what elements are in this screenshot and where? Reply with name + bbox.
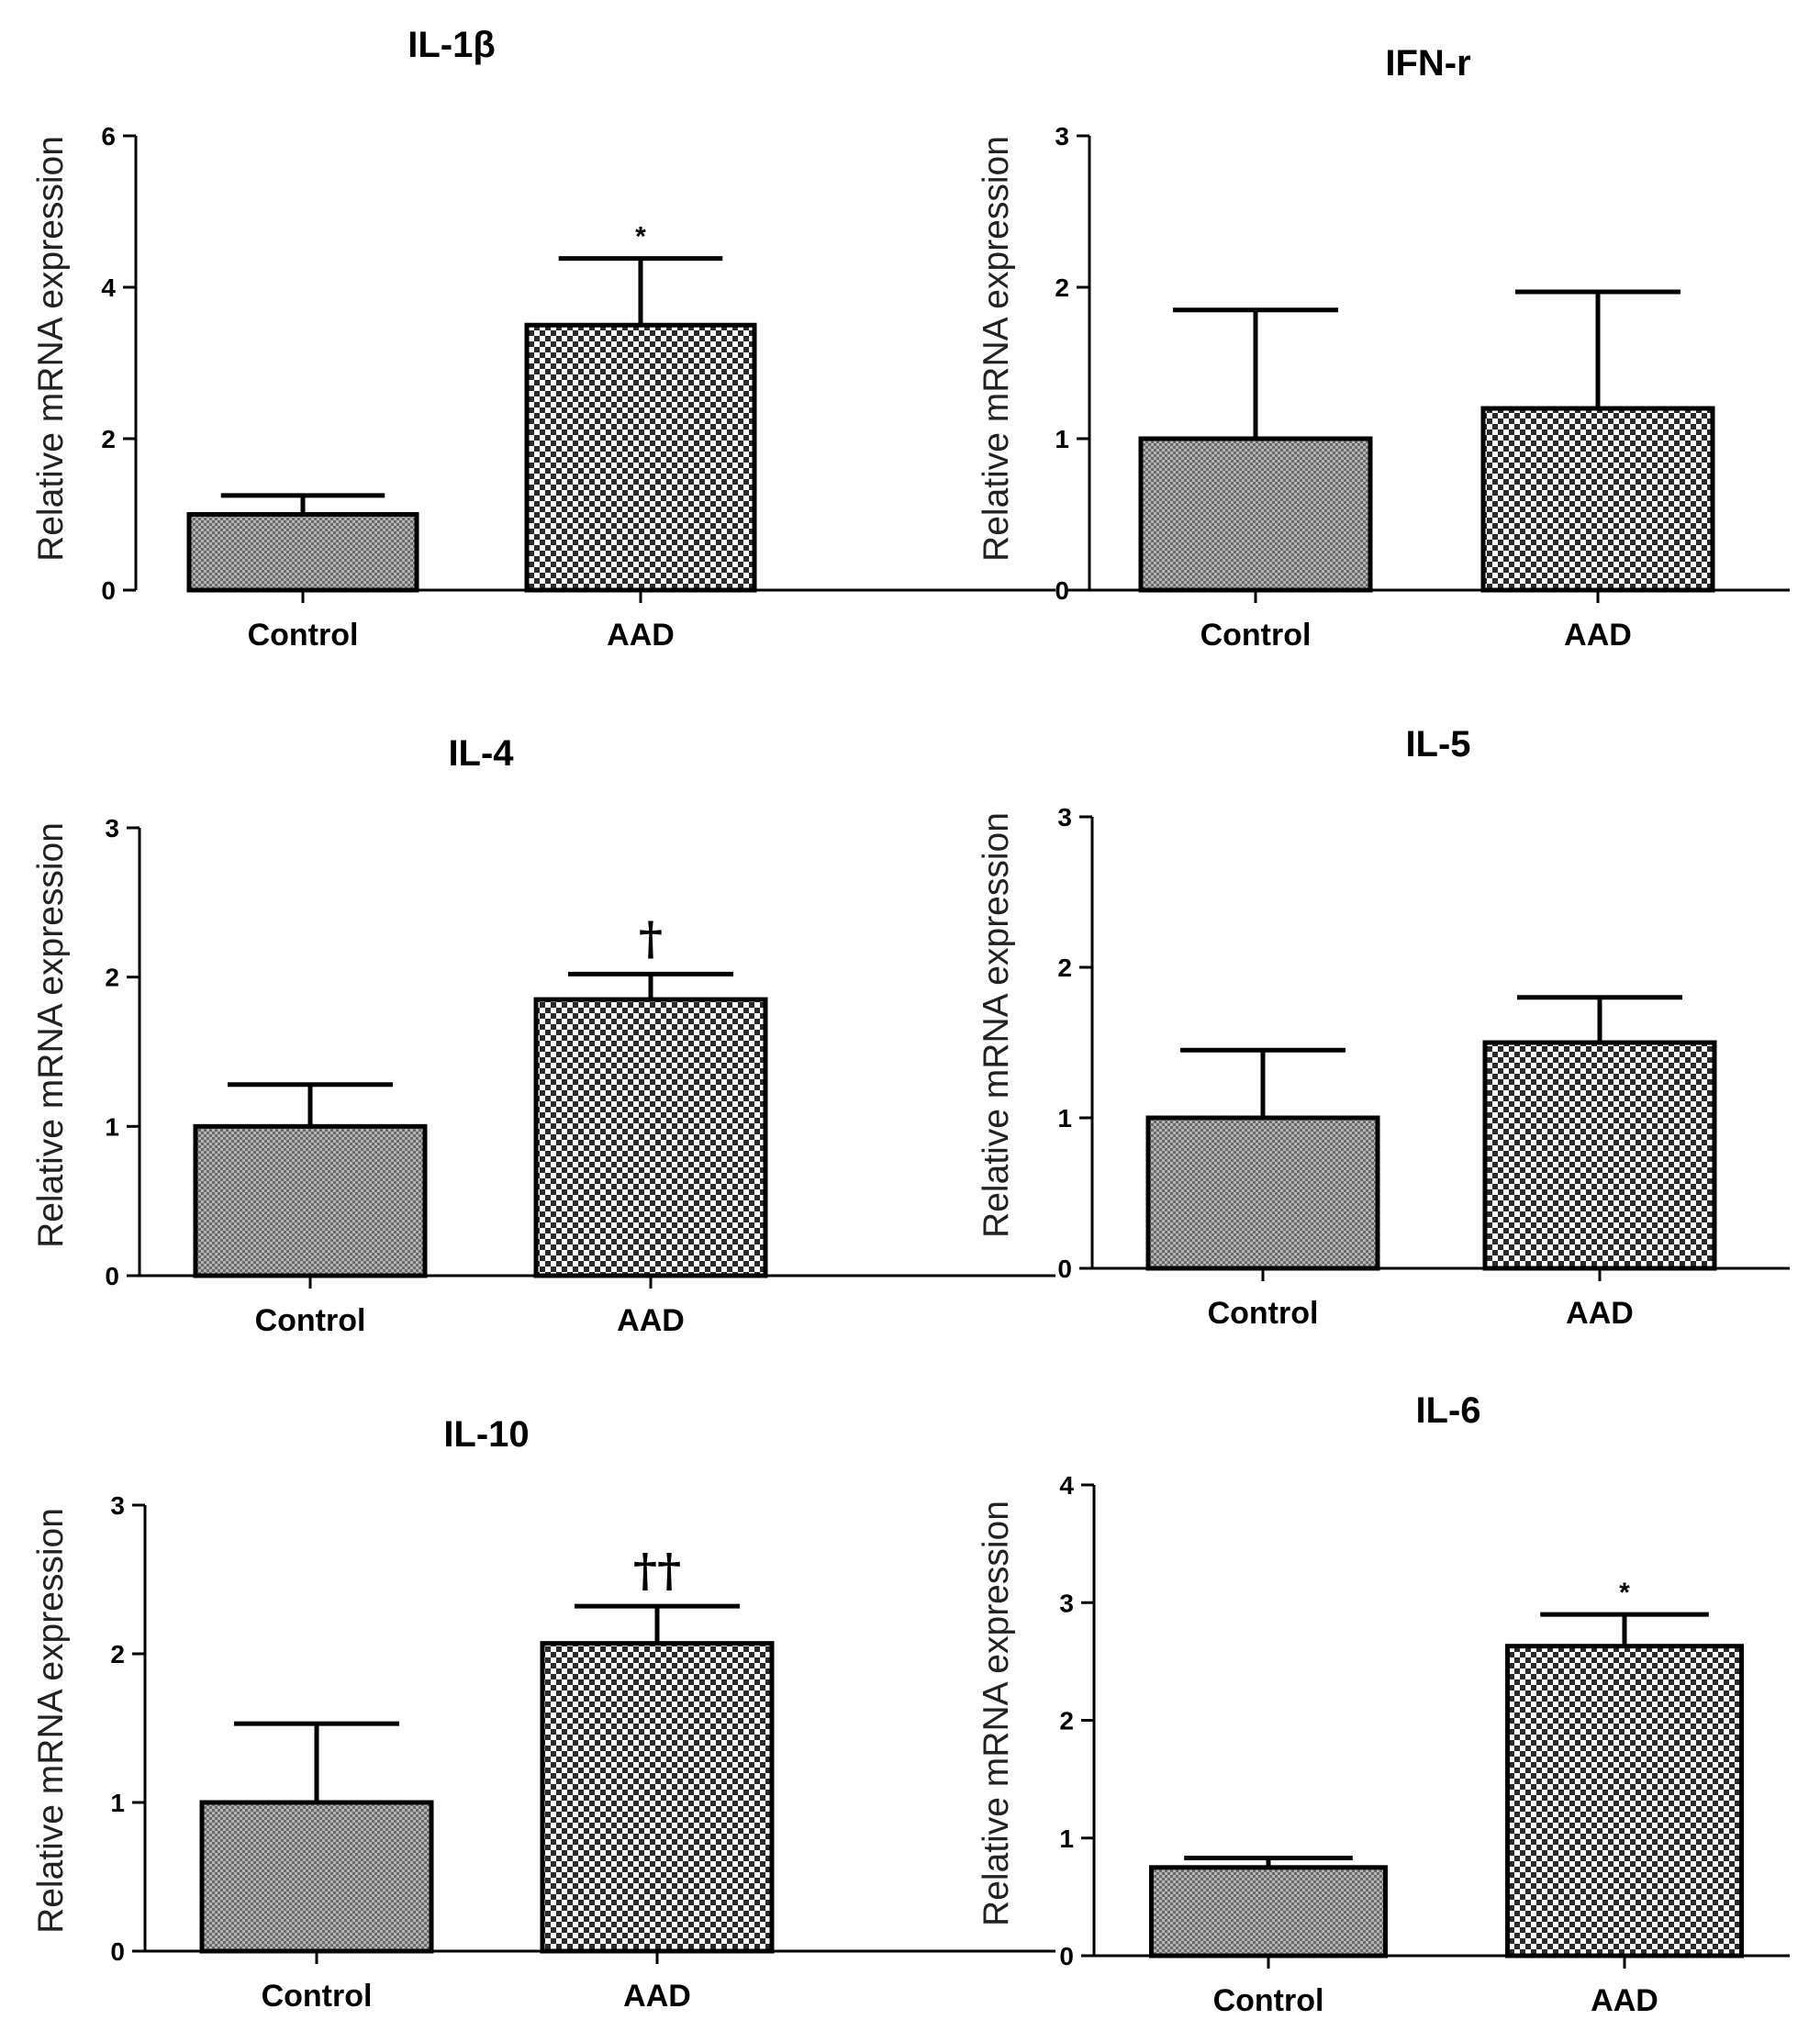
y-tick-label: 3: [105, 814, 119, 842]
category-label: AAD: [617, 1303, 685, 1338]
bar-control: [1149, 1865, 1388, 1958]
bar-aad: [524, 322, 757, 593]
y-tick-label: 1: [105, 1112, 119, 1141]
chart-panel: IL-5 Relative mRNA expression 0 1 2 3 Control A…: [977, 724, 1790, 1331]
chart-panel: IL-6 Relative mRNA expression 0 1 2 3 4 Control…: [977, 1390, 1790, 2018]
bar-control: [199, 1800, 434, 1954]
chart-panel: IL-1β Relative mRNA expression 0 2 4 6 Control…: [31, 25, 1055, 653]
category-label: Control: [255, 1303, 366, 1338]
category-label: Control: [1213, 1983, 1324, 2018]
category-label: AAD: [607, 618, 675, 653]
chart-title: IL-10: [443, 1414, 529, 1455]
y-tick-label: 6: [101, 122, 116, 151]
y-tick-label: 0: [110, 1937, 125, 1966]
bar-aad: [1482, 1040, 1717, 1271]
y-tick-label: 0: [1055, 576, 1069, 605]
category-label: AAD: [1564, 618, 1632, 653]
y-tick-label: 2: [110, 1640, 125, 1668]
bar-aad: [533, 997, 768, 1278]
bar-aad: [1505, 1644, 1744, 1958]
chart-title: IL-5: [1405, 724, 1470, 764]
chart-title: IL-1β: [408, 25, 496, 65]
y-tick-label: 2: [105, 964, 119, 992]
y-tick-label: 3: [1055, 122, 1069, 151]
y-axis-label: Relative mRNA expression: [31, 1508, 71, 1934]
significance-marker: †: [639, 910, 663, 965]
y-tick-label: 2: [1057, 954, 1072, 982]
chart-panel: IL-4 Relative mRNA expression 0 1 2 3 Control A…: [31, 733, 1055, 1338]
category-label: Control: [248, 618, 359, 653]
category-label: Control: [1200, 618, 1312, 653]
bar-control: [186, 512, 419, 593]
significance-marker: *: [635, 222, 646, 252]
y-tick-label: 4: [101, 273, 116, 302]
bar-control: [193, 1123, 428, 1278]
y-tick-label: 2: [1055, 273, 1069, 302]
y-axis-label: Relative mRNA expression: [31, 136, 71, 562]
category-label: Control: [262, 1979, 373, 2014]
significance-marker: *: [1619, 1578, 1630, 1608]
y-tick-label: 2: [101, 425, 116, 453]
y-tick-label: 1: [1055, 425, 1069, 453]
y-axis-label: Relative mRNA expression: [977, 136, 1016, 562]
y-tick-label: 1: [110, 1789, 125, 1817]
y-tick-label: 1: [1057, 1104, 1072, 1133]
y-tick-label: 1: [1059, 1824, 1074, 1853]
chart-title: IL-6: [1415, 1390, 1480, 1431]
y-axis-label: Relative mRNA expression: [977, 1501, 1016, 1926]
y-tick-label: 4: [1059, 1471, 1074, 1500]
y-tick-label: 0: [1057, 1255, 1072, 1283]
bar-aad: [1480, 406, 1715, 593]
bar-control: [1145, 1115, 1380, 1271]
y-tick-label: 3: [110, 1491, 125, 1520]
chart-title: IFN-r: [1385, 43, 1470, 84]
category-label: AAD: [1566, 1296, 1634, 1331]
y-tick-label: 3: [1059, 1589, 1074, 1617]
significance-marker: ††: [633, 1543, 681, 1597]
category-label: AAD: [1591, 1983, 1658, 2018]
bar-aad: [540, 1641, 775, 1954]
y-tick-label: 3: [1057, 803, 1072, 831]
chart-title: IL-4: [448, 733, 514, 774]
y-axis-label: Relative mRNA expression: [977, 812, 1016, 1238]
y-tick-label: 0: [1059, 1942, 1074, 1970]
category-label: Control: [1208, 1296, 1319, 1331]
category-label: AAD: [623, 1979, 691, 2014]
chart-panel: IFN-r Relative mRNA expression 0 1 2 3 Control…: [977, 43, 1790, 653]
chart-panel: IL-10 Relative mRNA expression 0 1 2 3 Control…: [31, 1414, 1055, 2014]
y-tick-label: 0: [101, 576, 116, 605]
y-tick-label: 2: [1059, 1707, 1074, 1735]
y-axis-label: Relative mRNA expression: [31, 822, 71, 1248]
y-tick-label: 0: [105, 1262, 119, 1290]
bar-control: [1138, 436, 1373, 593]
